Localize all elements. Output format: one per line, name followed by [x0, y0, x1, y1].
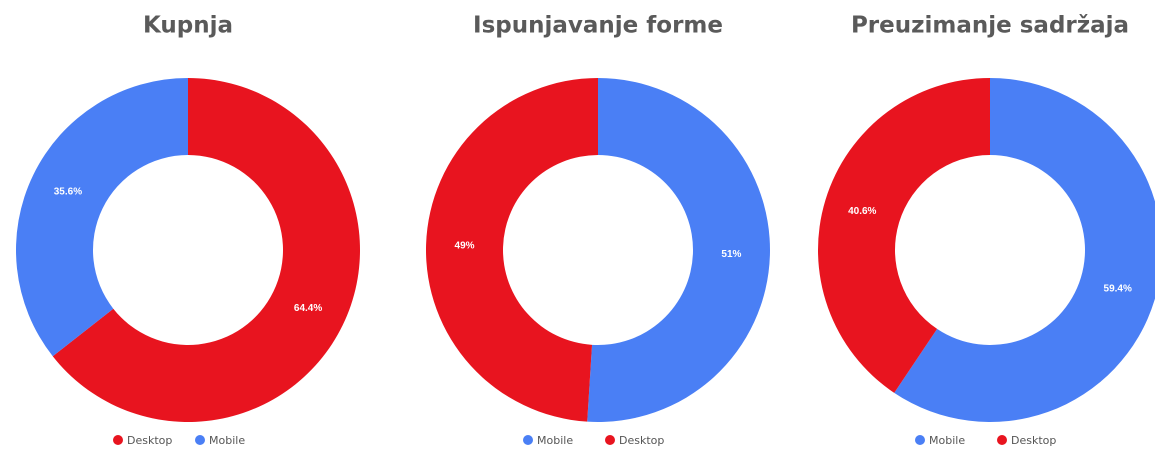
legend-swatch — [915, 435, 925, 445]
chart-title: Ispunjavanje forme — [473, 13, 723, 39]
value-label: 51% — [721, 249, 741, 260]
legend-swatch — [523, 435, 533, 445]
legend-label: Desktop — [1011, 434, 1056, 447]
legend-swatch — [997, 435, 1007, 445]
chart-title: Kupnja — [143, 13, 233, 39]
donut-slice — [587, 78, 771, 423]
value-label: 35.6% — [54, 186, 82, 197]
chart-title: Preuzimanje sadržaja — [851, 13, 1129, 39]
value-label: 49% — [455, 240, 475, 251]
donut-slice — [818, 78, 990, 393]
legend-label: Mobile — [537, 434, 573, 447]
legend-label: Mobile — [209, 434, 245, 447]
legend-swatch — [605, 435, 615, 445]
legend-label: Mobile — [929, 434, 965, 447]
value-label: 64.4% — [294, 303, 322, 314]
donut-slice — [426, 78, 598, 422]
value-label: 59.4% — [1104, 283, 1132, 294]
value-label: 40.6% — [848, 206, 876, 217]
legend-swatch — [195, 435, 205, 445]
legend-label: Desktop — [127, 434, 172, 447]
donut-slice — [52, 78, 360, 422]
donut-slice — [894, 78, 1155, 422]
legend-label: Desktop — [619, 434, 664, 447]
donut-slice — [16, 78, 189, 357]
legend-swatch — [113, 435, 123, 445]
